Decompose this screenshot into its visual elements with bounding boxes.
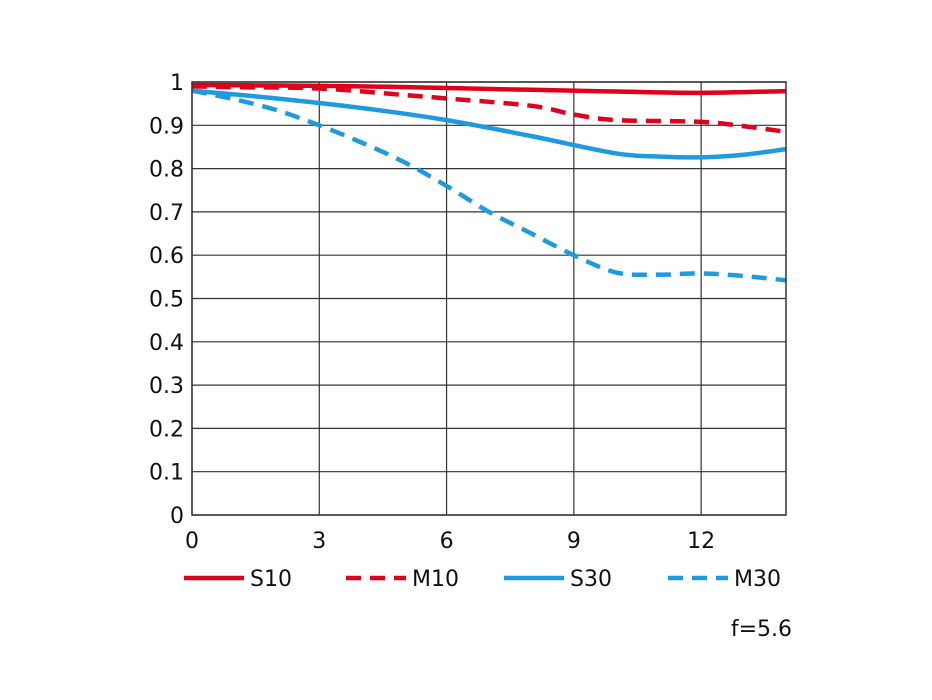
y-tick-label: 0.1	[149, 461, 184, 486]
series-line-m30	[191, 88, 787, 283]
y-tick-label: 0.5	[149, 288, 184, 313]
series-line-s10	[191, 82, 787, 96]
x-tick-label: 6	[440, 529, 454, 554]
legend-label-s10: S10	[250, 567, 292, 592]
y-tick-label: 0.3	[149, 374, 184, 399]
legend-label-s30: S30	[570, 567, 612, 592]
grid-lines	[191, 81, 786, 516]
y-tick-label: 0.4	[149, 331, 184, 356]
x-tick-label: 9	[567, 529, 581, 554]
legend-label-m10: M10	[412, 567, 459, 592]
x-tick-label: 0	[185, 529, 199, 554]
series-lines	[191, 82, 787, 283]
y-tick-label: 0.2	[149, 417, 184, 442]
y-axis-ticks: 0 0.1 0.2 0.3 0.4 0.5 0.6 0.7 0.8 0.9 1	[149, 71, 184, 529]
x-tick-label: 12	[687, 529, 715, 554]
aperture-annotation: f=5.6	[731, 617, 792, 642]
y-tick-label: 0.6	[149, 244, 184, 269]
y-tick-label: 0	[170, 504, 184, 529]
x-tick-label: 3	[312, 529, 326, 554]
y-tick-label: 0.7	[149, 201, 184, 226]
y-tick-label: 0.9	[149, 114, 184, 139]
y-tick-label: 1	[170, 71, 184, 96]
x-axis-ticks: 0 3 6 9 12	[185, 529, 715, 554]
legend-label-m30: M30	[734, 567, 781, 592]
legend: S10 M10 S30 M30	[184, 567, 781, 592]
plot-frame	[191, 81, 787, 516]
series-line-m10	[191, 84, 787, 135]
y-tick-label: 0.8	[149, 158, 184, 183]
series-line-s30	[191, 88, 787, 160]
